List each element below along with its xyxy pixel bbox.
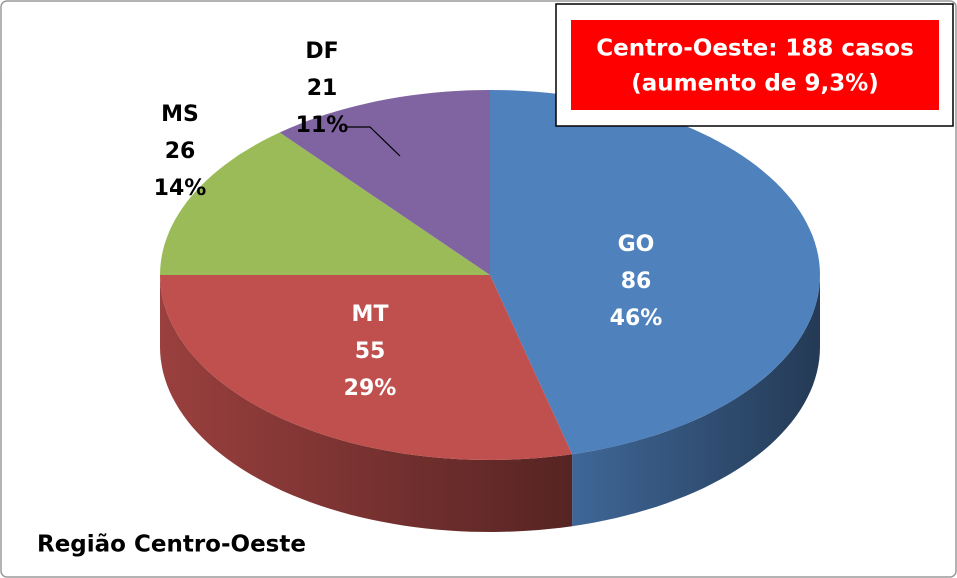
data-label-count: 26 [165, 139, 196, 164]
data-label-percent: 46% [610, 306, 663, 331]
slice-side [572, 275, 820, 527]
slice [279, 90, 490, 275]
leader-line [345, 126, 401, 157]
data-label-percent: 11% [296, 113, 349, 138]
data-label-percent: 14% [154, 176, 207, 201]
annotation-line: (aumento de 9,3%) [631, 71, 879, 97]
data-label-count: 21 [307, 76, 338, 101]
chart-title: Região Centro-Oeste [37, 532, 306, 558]
slice-side [160, 275, 573, 532]
data-label-percent: 29% [344, 376, 397, 401]
data-label-category: DF [305, 39, 338, 64]
data-label-count: 55 [355, 339, 386, 364]
data-label-count: 86 [621, 269, 652, 294]
data-label-category: GO [618, 232, 655, 257]
data-label-category: MT [352, 302, 389, 327]
slice [160, 132, 490, 275]
annotation-line: Centro-Oeste: 188 casos [596, 36, 914, 62]
slice [490, 90, 820, 455]
pie [160, 90, 820, 532]
annotation-box [571, 20, 939, 110]
data-label-category: MS [161, 102, 199, 127]
slice [160, 275, 573, 460]
